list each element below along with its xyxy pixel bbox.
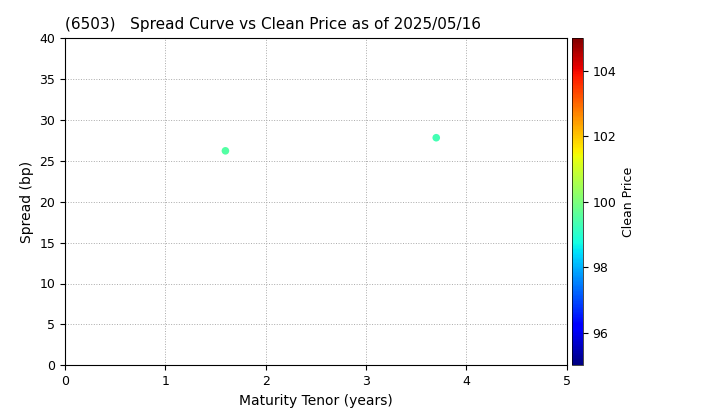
- X-axis label: Maturity Tenor (years): Maturity Tenor (years): [239, 394, 392, 408]
- Point: [431, 134, 442, 141]
- Point: [220, 147, 231, 154]
- Text: (6503)   Spread Curve vs Clean Price as of 2025/05/16: (6503) Spread Curve vs Clean Price as of…: [65, 18, 481, 32]
- Y-axis label: Spread (bp): Spread (bp): [19, 160, 34, 243]
- Y-axis label: Clean Price: Clean Price: [622, 166, 635, 237]
